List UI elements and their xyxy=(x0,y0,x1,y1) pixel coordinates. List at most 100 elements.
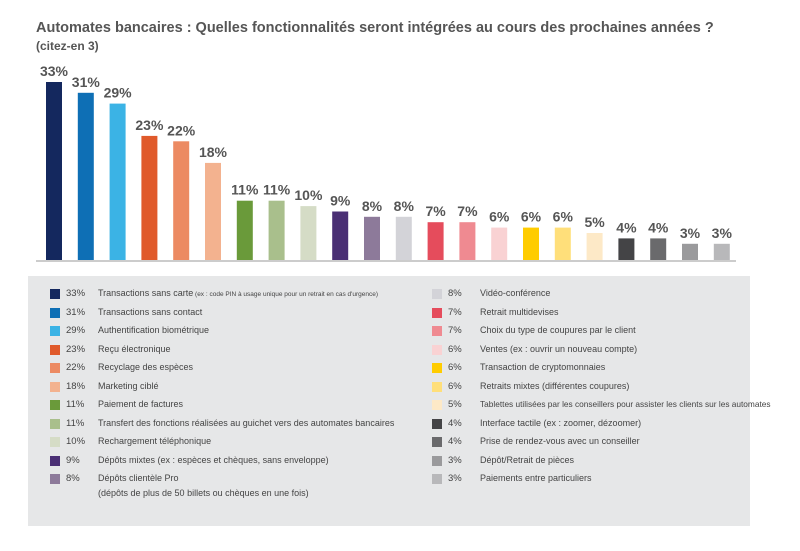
legend-label: Dépôts mixtes (ex : espèces et chèques, … xyxy=(98,454,329,465)
legend-label: Transaction de cryptomonnaies xyxy=(480,362,606,372)
legend-percent: 8% xyxy=(448,288,462,299)
legend-swatch xyxy=(432,455,442,466)
bar xyxy=(332,211,349,260)
bar xyxy=(586,233,603,260)
legend-label: Retraits mixtes (différentes coupures) xyxy=(480,380,630,391)
legend-swatch xyxy=(50,400,60,410)
legend-label: Choix du type de coupures par le client xyxy=(480,325,636,335)
bar xyxy=(141,135,158,260)
legend-percent: 18% xyxy=(66,380,86,392)
legend-swatch xyxy=(432,289,442,299)
bar-value-label: 18% xyxy=(199,144,228,160)
legend-swatch xyxy=(432,307,442,318)
bar-value-label: 3% xyxy=(712,225,733,241)
chart-subtitle: (citez-en 3) xyxy=(36,39,99,53)
bar-value-label: 7% xyxy=(425,203,446,219)
bar xyxy=(268,200,285,260)
legend-label: Recyclage des espèces xyxy=(98,362,194,372)
bar-value-label: 33% xyxy=(40,63,69,79)
legend-percent: 31% xyxy=(66,306,86,318)
legend-swatch xyxy=(50,418,60,429)
bar xyxy=(77,92,94,260)
legend-label: Authentification biométrique xyxy=(98,325,210,335)
bar xyxy=(554,227,571,260)
legend-label: Transactions sans contact xyxy=(98,306,203,317)
bar xyxy=(109,103,126,260)
bar-value-label: 23% xyxy=(135,117,164,133)
bar xyxy=(205,162,221,260)
legend-swatch xyxy=(50,381,60,392)
legend-label: Transfert des fonctions réalisées au gui… xyxy=(98,417,395,428)
bar-value-label: 9% xyxy=(330,193,351,209)
legend-label: Transactions sans carte (ex : code PIN à… xyxy=(98,288,379,298)
bar-value-label: 8% xyxy=(362,198,383,214)
bar xyxy=(682,243,698,260)
legend-swatch xyxy=(50,326,60,336)
bar-value-label: 3% xyxy=(680,225,701,241)
legend-percent: 4% xyxy=(448,436,462,447)
bar xyxy=(300,206,317,260)
bar-value-label: 6% xyxy=(521,209,542,225)
bar-value-label: 6% xyxy=(489,209,510,225)
bar-value-label: 7% xyxy=(457,203,478,219)
bar xyxy=(650,238,667,260)
legend-swatch xyxy=(50,344,60,355)
legend-swatch xyxy=(432,418,442,429)
legend-label: Paiement de factures xyxy=(98,399,184,409)
legend-swatch xyxy=(432,400,442,410)
legend-label: Rechargement téléphonique xyxy=(98,436,212,446)
bar xyxy=(713,243,730,260)
legend-swatch xyxy=(50,437,60,447)
legend-label: Paiements entre particuliers xyxy=(480,473,592,483)
legend-percent: 3% xyxy=(448,473,462,484)
legend-percent: 23% xyxy=(66,343,86,355)
bar xyxy=(427,222,444,260)
legend-percent: 7% xyxy=(448,325,462,336)
legend-swatch xyxy=(50,289,60,299)
bar-value-label: 5% xyxy=(584,214,605,230)
chart-title: Automates bancaires : Quelles fonctionna… xyxy=(36,20,714,36)
legend-percent: 9% xyxy=(66,454,80,466)
legend-percent: 10% xyxy=(66,436,86,447)
legend-percent: 29% xyxy=(66,325,86,336)
legend-percent: 3% xyxy=(448,454,462,466)
legend-label: Interface tactile (ex : zoomer, dézoomer… xyxy=(480,417,642,428)
legend-label: Dépôts clientèle Pro (dépôts de plus de 5… xyxy=(98,473,309,498)
bar xyxy=(364,216,380,260)
bar-value-label: 4% xyxy=(648,219,669,235)
legend-swatch xyxy=(50,363,60,373)
bar-value-label: 6% xyxy=(553,209,574,225)
legend-label: Retrait multidevises xyxy=(480,306,559,317)
bar xyxy=(46,82,62,260)
legend-swatch xyxy=(432,381,442,392)
legend-percent: 6% xyxy=(448,380,462,392)
legend-percent: 11% xyxy=(66,399,85,410)
legend-label: Dépôt/Retrait de pièces xyxy=(480,454,575,465)
legend-swatch xyxy=(432,326,442,336)
legend-swatch xyxy=(432,344,442,355)
legend-label: Vidéo-conférence xyxy=(480,288,551,298)
bar-value-label: 11% xyxy=(231,182,259,198)
bar xyxy=(173,141,190,260)
legend-swatch xyxy=(50,474,60,484)
legend-percent: 4% xyxy=(448,417,462,429)
legend-percent: 6% xyxy=(448,362,462,373)
legend-percent: 22% xyxy=(66,362,86,373)
legend-label: Prise de rendez-vous avec un conseiller xyxy=(480,436,640,446)
bar-value-label: 4% xyxy=(616,219,637,235)
bar-value-label: 11% xyxy=(263,182,291,198)
bar xyxy=(395,216,412,260)
legend-percent: 8% xyxy=(66,473,80,484)
legend-percent: 33% xyxy=(66,288,86,299)
legend-percent: 11% xyxy=(66,417,85,429)
legend-label: Marketing ciblé xyxy=(98,380,159,391)
legend-percent: 5% xyxy=(448,399,462,410)
legend-label: Ventes (ex : ouvrir un nouveau compte) xyxy=(480,343,638,354)
bar-value-label: 8% xyxy=(394,198,415,214)
bar-value-label: 29% xyxy=(104,85,133,101)
bar-value-label: 31% xyxy=(72,74,101,90)
bar xyxy=(491,227,508,260)
legend-swatch xyxy=(50,455,60,466)
bar-value-label: 10% xyxy=(294,187,323,203)
legend-label: Tablettes utilisées par les conseillers … xyxy=(480,399,771,409)
